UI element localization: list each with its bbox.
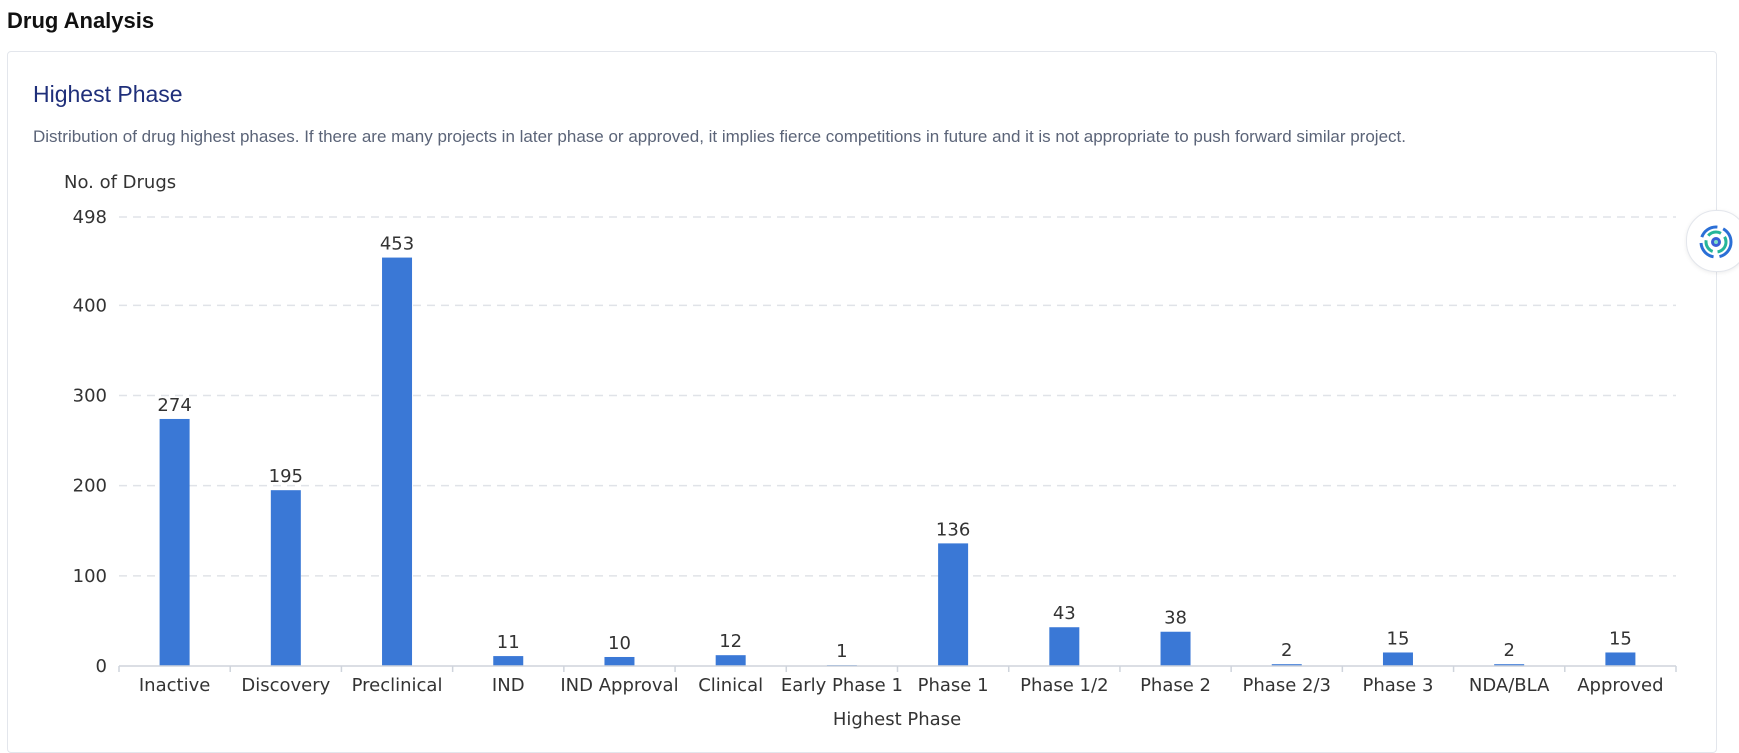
grid-lines (119, 217, 1676, 576)
bar-value-label: 136 (936, 519, 970, 540)
bar (604, 657, 634, 666)
x-tick-label: Phase 3 (1363, 675, 1434, 696)
x-tick-label: NDA/BLA (1469, 675, 1550, 696)
bar (938, 543, 968, 666)
bar-value-label: 1 (836, 641, 847, 662)
x-tick-label: Phase 1 (918, 675, 989, 696)
x-tick-label: Discovery (241, 675, 330, 696)
x-tick-label: Phase 1/2 (1020, 675, 1108, 696)
bar (1605, 652, 1635, 666)
x-tick-label: IND Approval (560, 675, 678, 696)
bar-value-label: 2 (1503, 640, 1514, 661)
bars: 274 195 453 11 10 12 1 136 43 38 2 15 2 15 (157, 234, 1635, 666)
axes: 0 100 200 300 400 498 Inactive Discovery Preclin… (73, 207, 1676, 696)
bar (1161, 632, 1191, 666)
x-tick-label: Preclinical (352, 675, 443, 696)
bar-value-label: 15 (1609, 628, 1632, 649)
bar (271, 490, 301, 666)
swirl-logo-icon (1696, 222, 1736, 262)
assistant-button[interactable] (1686, 210, 1739, 272)
bar-value-label: 10 (608, 633, 631, 654)
bar (493, 656, 523, 666)
highest-phase-bar-chart: 274 195 453 11 10 12 1 136 43 38 2 15 2 15 0 100 200 300… (0, 0, 1739, 729)
y-tick-label: 300 (73, 386, 107, 407)
bar-value-label: 195 (269, 466, 303, 487)
x-tick-label: Phase 2/3 (1243, 675, 1331, 696)
bar (1049, 627, 1079, 666)
bar (160, 419, 190, 666)
x-axis-label: Highest Phase (833, 709, 961, 729)
x-tick-label: Approved (1577, 675, 1663, 696)
bar-value-label: 43 (1053, 603, 1076, 624)
bar-value-label: 11 (497, 632, 520, 653)
bar-value-label: 38 (1164, 608, 1187, 629)
y-axis-label: No. of Drugs (64, 172, 176, 193)
x-tick-label: IND (492, 675, 525, 696)
bar-value-label: 453 (380, 234, 414, 255)
bar-value-label: 12 (719, 631, 742, 652)
bar (716, 655, 746, 666)
y-tick-label: 498 (73, 207, 107, 228)
y-tick-label: 400 (73, 295, 107, 316)
bar (1383, 652, 1413, 666)
x-tick-label: Clinical (698, 675, 763, 696)
bar (382, 258, 412, 666)
y-tick-label: 0 (96, 656, 107, 677)
bar-value-label: 274 (157, 395, 191, 416)
bar-value-label: 2 (1281, 640, 1292, 661)
x-tick-label: Phase 2 (1140, 675, 1211, 696)
y-tick-label: 100 (73, 566, 107, 587)
bar-value-label: 15 (1387, 628, 1410, 649)
x-tick-label: Early Phase 1 (781, 675, 903, 696)
y-tick-label: 200 (73, 476, 107, 497)
x-tick-label: Inactive (139, 675, 210, 696)
